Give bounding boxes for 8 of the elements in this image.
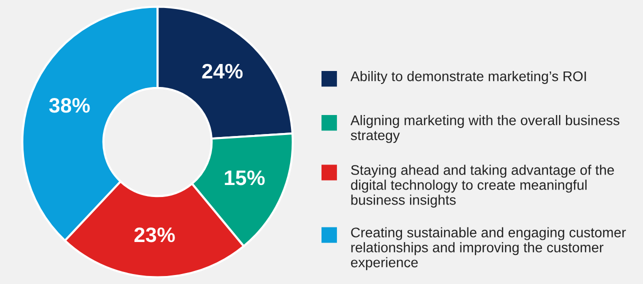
legend-label: Creating sustainable and engaging customer relationships and improving the customer experience: [351, 227, 626, 270]
data-label: 23%: [134, 227, 175, 242]
data-label: 15%: [224, 170, 265, 186]
legend-label: Staying ahead and taking advantage of the digital technology to create meaningful business insights: [351, 164, 614, 208]
data-label: 24%: [202, 64, 243, 79]
legend-label: Ability to demonstrate marketing’s ROI: [350, 71, 586, 84]
legend-label: Aligning marketing with the overall business strategy: [350, 115, 620, 143]
data-label: 38%: [49, 98, 90, 113]
